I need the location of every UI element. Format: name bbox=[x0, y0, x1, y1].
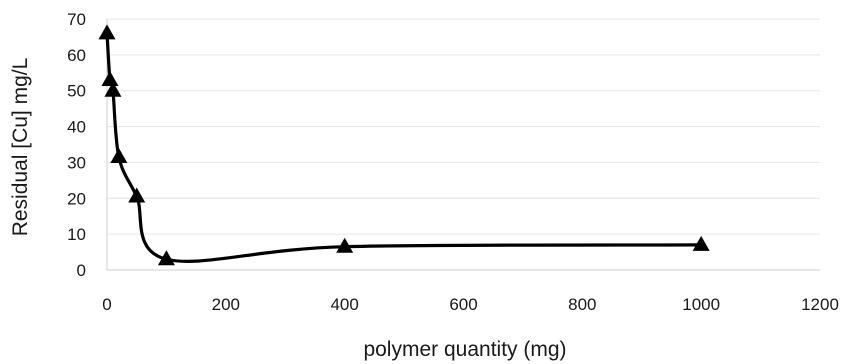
series-line-0 bbox=[105, 31, 703, 263]
y-tick-labels: 0 10 20 30 40 50 60 70 bbox=[67, 10, 86, 280]
data-point-0-3 bbox=[110, 148, 128, 164]
x-axis-title: polymer quantity (mg) bbox=[363, 338, 566, 361]
data-point-0-7 bbox=[692, 235, 710, 251]
data-point-0-2 bbox=[104, 81, 122, 97]
y-tick-label-0: 0 bbox=[77, 261, 86, 280]
data-point-0-0 bbox=[98, 24, 116, 40]
y-tick-label-3: 30 bbox=[67, 153, 86, 172]
x-tick-label-4: 800 bbox=[568, 295, 596, 314]
data-point-0-4 bbox=[128, 187, 146, 203]
x-tick-label-1: 200 bbox=[212, 295, 240, 314]
grid bbox=[107, 18, 820, 235]
data-point-0-1 bbox=[101, 70, 119, 86]
x-tick-label-2: 400 bbox=[330, 295, 358, 314]
axes bbox=[106, 19, 820, 271]
y-tick-label-2: 20 bbox=[67, 189, 86, 208]
x-tick-label-6: 1200 bbox=[801, 295, 839, 314]
x-tick-labels: 0 200 400 600 800 1000 1200 bbox=[102, 295, 839, 314]
series bbox=[98, 24, 710, 266]
y-tick-label-6: 60 bbox=[67, 46, 86, 65]
y-tick-label-1: 10 bbox=[67, 225, 86, 244]
y-axis-title: Residual [Cu] mg/L bbox=[9, 58, 32, 237]
y-tick-label-7: 70 bbox=[67, 10, 86, 29]
y-tick-label-4: 40 bbox=[67, 118, 86, 137]
y-tick-label-5: 50 bbox=[67, 82, 86, 101]
x-tick-label-3: 600 bbox=[449, 295, 477, 314]
data-point-0-5 bbox=[157, 250, 175, 266]
data-point-0-6 bbox=[336, 237, 354, 253]
x-tick-label-0: 0 bbox=[102, 295, 111, 314]
x-tick-label-5: 1000 bbox=[682, 295, 720, 314]
